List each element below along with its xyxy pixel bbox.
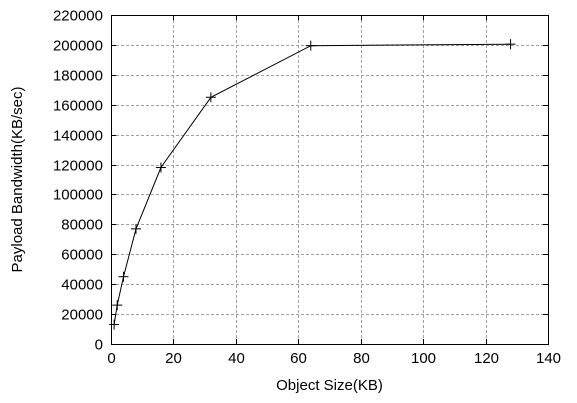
y-tick-label: 60000 <box>61 247 103 264</box>
series-line <box>113 43 511 325</box>
x-tick-label: 140 <box>536 350 561 367</box>
series-layer <box>109 39 516 330</box>
y-tick-label: 0 <box>95 337 103 354</box>
x-tick-label: 0 <box>107 350 115 367</box>
y-tick-label: 100000 <box>53 187 103 204</box>
data-point-marker <box>305 40 316 51</box>
x-tick-label: 40 <box>228 350 245 367</box>
y-tick-label: 140000 <box>53 128 103 145</box>
y-tick-label: 40000 <box>61 277 103 294</box>
y-tick-label: 200000 <box>53 38 103 55</box>
data-point-marker <box>505 39 516 50</box>
y-tick-label: 160000 <box>53 98 103 115</box>
y-tick-label: 180000 <box>53 68 103 85</box>
x-tick-label: 120 <box>474 350 499 367</box>
plot-frame <box>111 15 549 345</box>
data-point-marker <box>112 300 123 311</box>
y-tick-label: 220000 <box>53 8 103 25</box>
data-point-marker <box>109 319 120 330</box>
y-axis-title: Payload Bandwidth(KB/sec) <box>9 87 26 273</box>
y-tick-label: 20000 <box>61 307 103 324</box>
data-point-marker <box>155 162 166 173</box>
y-tick-label: 120000 <box>53 158 103 175</box>
data-point-marker <box>118 271 129 282</box>
tick-layer <box>111 15 549 345</box>
x-axis-title: Object Size(KB) <box>276 377 383 394</box>
y-tick-label: 80000 <box>61 217 103 234</box>
grid-layer <box>111 15 548 344</box>
data-point-marker <box>205 92 216 103</box>
x-tick-label: 80 <box>353 350 370 367</box>
x-tick-label: 60 <box>290 350 307 367</box>
x-tick-label: 100 <box>411 350 436 367</box>
x-tick-label: 20 <box>165 350 182 367</box>
data-point-marker <box>130 223 141 234</box>
tick-label-layer: 0 20 40 60 80 100 120 140 0 20000 40000 60000 80000 1… <box>53 8 561 368</box>
